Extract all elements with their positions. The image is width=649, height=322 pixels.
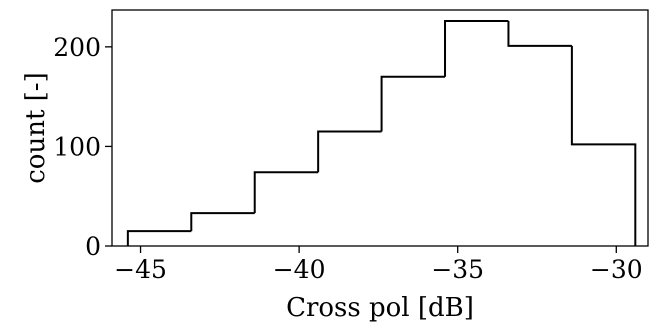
y-tick-label: 200 [53, 33, 101, 62]
plot-area [126, 19, 637, 246]
histogram-bin-step [317, 130, 382, 173]
x-tick-label: −40 [273, 255, 326, 284]
x-tick-label: −35 [431, 255, 484, 284]
y-tick-label: 100 [53, 132, 101, 161]
x-axis-label: Cross pol [dB] [286, 293, 474, 322]
histogram-bin-step [380, 75, 446, 132]
histogram-bin-step [570, 45, 637, 246]
y-tick-label: 0 [85, 232, 101, 261]
histogram-bin-step [190, 212, 255, 232]
histogram-bin-step [444, 19, 509, 77]
axes-frame [111, 9, 649, 247]
x-tick-label: −45 [114, 255, 167, 284]
histogram-bin-step [253, 171, 319, 214]
histogram-bin-step [126, 230, 192, 246]
histogram-bin-step [507, 20, 572, 47]
x-axis-ticks: −45 −40 −35 −30 [114, 246, 643, 284]
y-axis-label: count [-] [21, 72, 51, 184]
y-axis-ticks: 0 100 200 [53, 33, 112, 261]
x-tick-label: −30 [590, 255, 643, 284]
